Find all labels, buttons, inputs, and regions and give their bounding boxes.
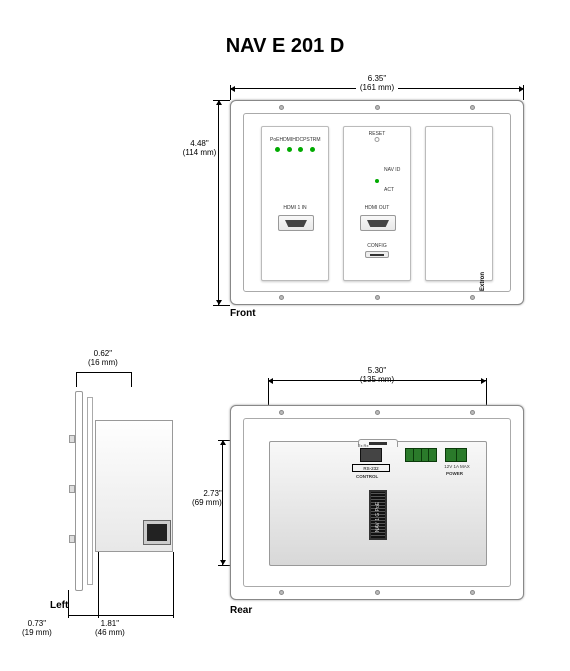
screw-icon — [375, 590, 380, 595]
usb-config-port — [365, 251, 389, 258]
screw-icon — [375, 410, 380, 415]
usb-slot-icon — [370, 254, 384, 257]
led-hdmi-icon — [287, 147, 292, 152]
rear-faceplate: Tx Rx RS-232 CONTROL 12V 1A MAX POWER NA… — [230, 405, 524, 600]
led-green-icon — [375, 179, 379, 183]
led-act-icon — [375, 189, 379, 193]
hdmi-in-label: HDMI 1 IN — [262, 205, 328, 211]
hdmi-in-port — [278, 215, 314, 231]
net-label: NAV 1 G PoE — [375, 502, 381, 532]
screw-icon — [375, 105, 380, 110]
dim-line — [76, 372, 131, 373]
hdmi-out-port — [360, 215, 396, 231]
left-plate — [75, 391, 83, 591]
hdmi-slot-icon — [285, 220, 307, 227]
dim-line — [98, 615, 173, 616]
bump-icon — [69, 535, 75, 543]
front-view: PoE HDMI HDCP STRM HDMI 1 IN RESET NAV I… — [230, 100, 524, 305]
power-title-label: POWER — [446, 471, 463, 476]
dim-ext-line — [173, 552, 174, 618]
reset-button-icon — [375, 137, 380, 142]
dim-ext-line — [68, 590, 69, 618]
screw-icon — [279, 295, 284, 300]
screw-icon — [279, 410, 284, 415]
led-label: STRM — [306, 137, 320, 143]
config-label: CONFIG — [344, 243, 410, 249]
led-navid-icon — [375, 169, 379, 173]
dim-left-br: 1.81"(46 mm) — [95, 620, 125, 638]
left-view-label: Left — [50, 600, 68, 611]
dim-rear-width-line — [268, 380, 486, 381]
dim-ext-line — [98, 552, 99, 618]
module-3-blank: Extron — [425, 126, 493, 281]
dim-line — [68, 615, 98, 616]
control-label: CONTROL — [356, 474, 378, 479]
rear-view: Tx Rx RS-232 CONTROL 12V 1A MAX POWER NA… — [230, 405, 524, 600]
led-label: HDMI — [279, 137, 292, 143]
navid-label: NAV ID — [384, 167, 400, 173]
front-view-label: Front — [230, 308, 256, 319]
screw-icon — [279, 590, 284, 595]
terminal-block-power — [445, 448, 467, 462]
dim-ext-line — [213, 100, 230, 101]
led-label: HDCP — [292, 137, 306, 143]
front-faceplate: PoE HDMI HDCP STRM HDMI 1 IN RESET NAV I… — [230, 100, 524, 305]
rj45-slot-icon — [147, 524, 167, 541]
screw-icon — [470, 295, 475, 300]
extron-logo: Extron — [480, 272, 486, 291]
dim-rear-width: 5.30"(135 mm) — [268, 367, 486, 385]
bump-icon — [69, 435, 75, 443]
power-range-label: 12V 1A MAX — [442, 464, 472, 469]
dim-front-height: 4.48"(114 mm) — [172, 140, 227, 158]
dim-front-height-line — [218, 100, 219, 305]
module-1: PoE HDMI HDCP STRM HDMI 1 IN — [261, 126, 329, 281]
dim-ext-line — [76, 372, 77, 387]
product-title: NAV E 201 D — [0, 35, 570, 58]
screw-icon — [470, 410, 475, 415]
module-2: RESET NAV ID ACT HDMI OUT CONFIG — [343, 126, 411, 281]
dim-ext-line — [213, 305, 230, 306]
hdmi-slot-icon — [367, 220, 389, 227]
led-strm-icon — [310, 147, 315, 152]
dim-ext-line — [523, 85, 524, 100]
led-poe-icon — [275, 147, 280, 152]
bump-icon — [69, 485, 75, 493]
screw-icon — [375, 295, 380, 300]
dim-rear-height: 2.73"(69 mm) — [192, 490, 222, 508]
left-view — [25, 365, 180, 610]
left-plate-inner — [87, 397, 93, 585]
screw-icon — [279, 105, 284, 110]
rear-notch-slot — [369, 442, 387, 445]
rs232-label: RS-232 — [352, 464, 390, 472]
screw-icon — [470, 590, 475, 595]
rj45-port — [143, 520, 171, 545]
dim-rear-height-line — [222, 440, 223, 565]
led-row — [272, 147, 318, 152]
terminal-block-1 — [405, 448, 437, 462]
dim-ext-line — [131, 372, 132, 387]
rear-view-label: Rear — [230, 605, 252, 616]
rear-body: Tx Rx RS-232 CONTROL 12V 1A MAX POWER NA… — [269, 441, 487, 566]
led-hdcp-icon — [298, 147, 303, 152]
rs232-connector — [360, 448, 382, 462]
dim-ext-line — [230, 85, 231, 100]
dim-left-top: 0.62"(16 mm) — [88, 350, 118, 368]
led-label: PoE — [270, 137, 279, 143]
dim-left-bl: 0.73"(19 mm) — [22, 620, 52, 638]
rs232-pins-label: Tx Rx — [358, 443, 368, 448]
hdmi-out-label: HDMI OUT — [344, 205, 410, 211]
act-label: ACT — [384, 187, 394, 193]
dim-front-width: 6.35"(161 mm) — [230, 75, 524, 95]
screw-icon — [470, 105, 475, 110]
